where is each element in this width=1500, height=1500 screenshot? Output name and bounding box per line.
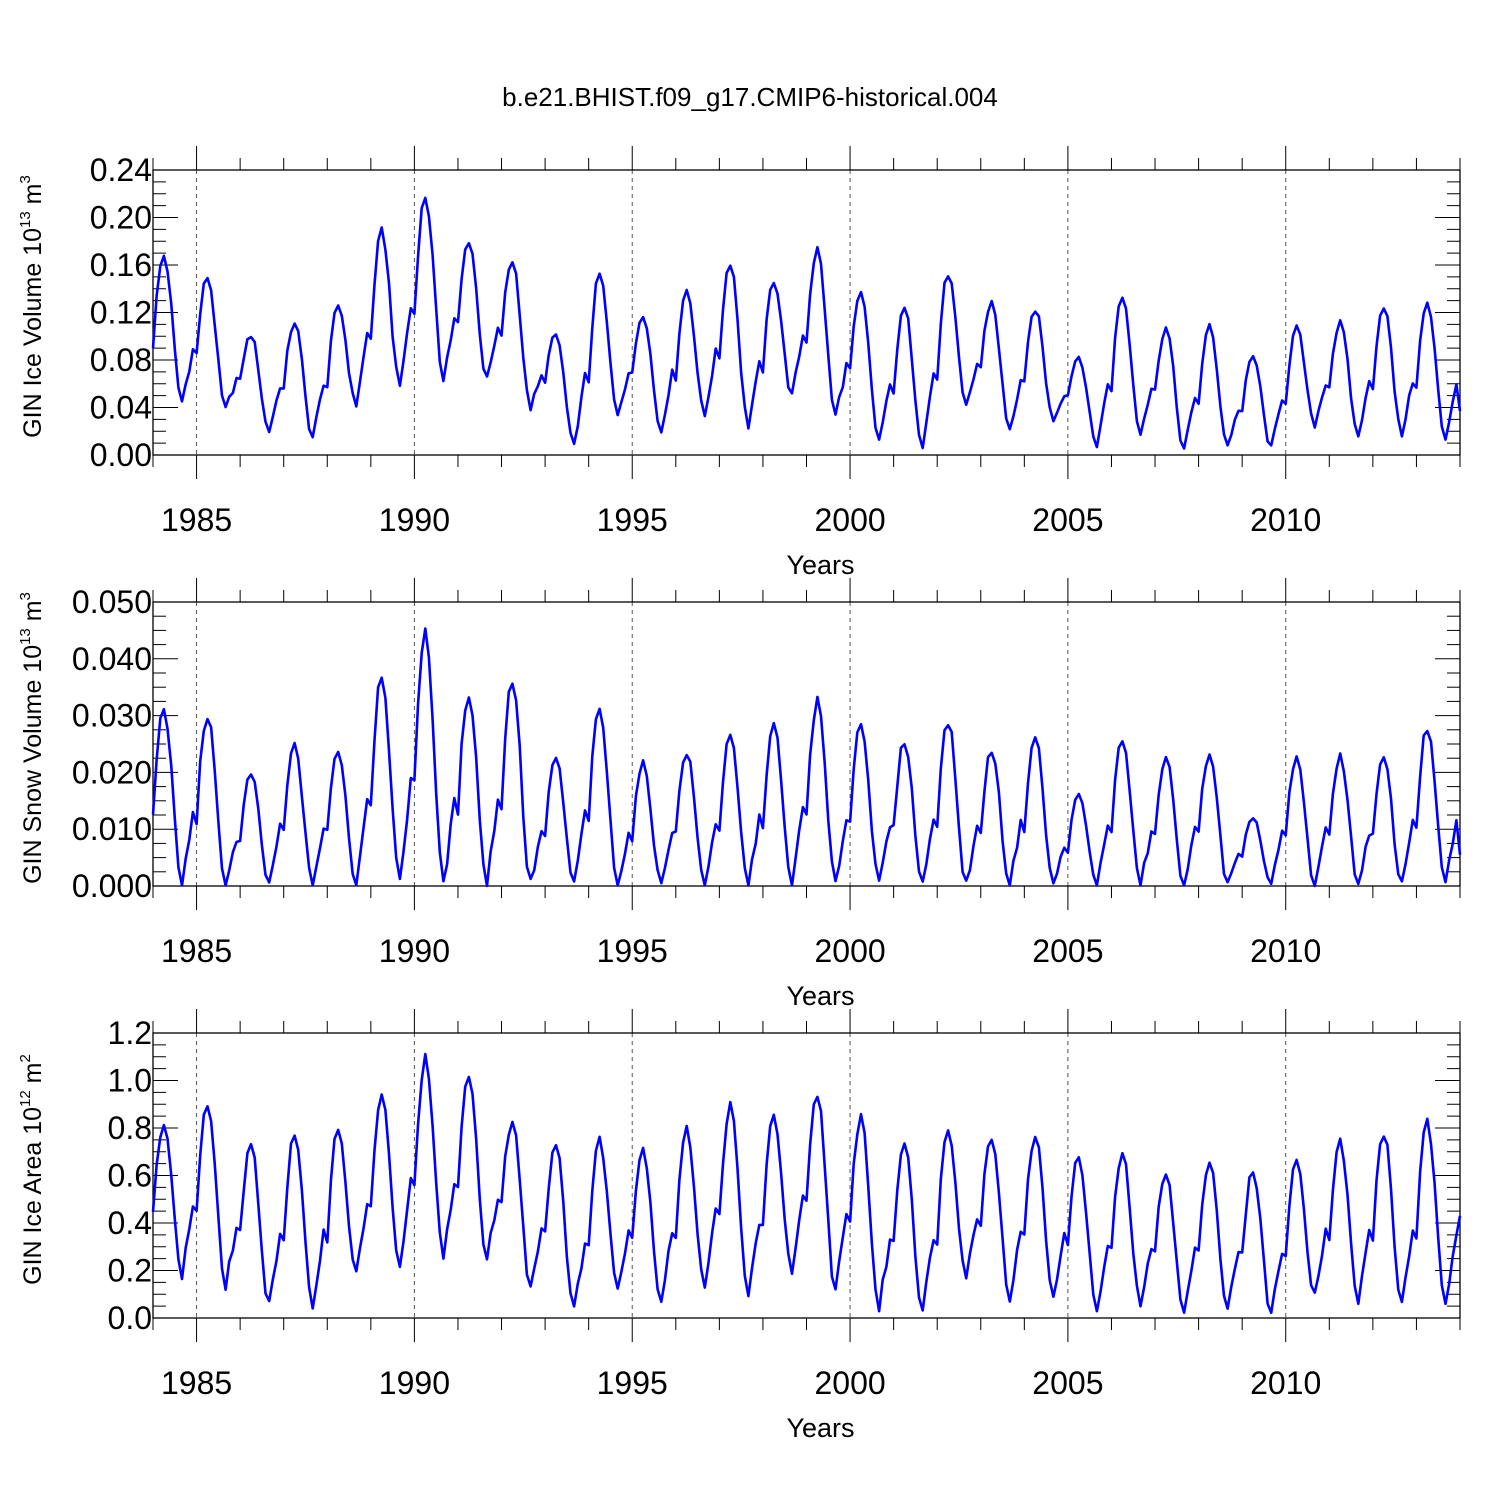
y-tick-label: 1.0 bbox=[108, 1063, 152, 1099]
data-series-line bbox=[151, 1052, 1462, 1315]
x-tick-label: 2005 bbox=[1032, 502, 1103, 538]
y-tick-label: 0.00 bbox=[90, 437, 152, 473]
y-tick-label: 0.8 bbox=[108, 1110, 152, 1146]
x-tick-label: 2010 bbox=[1250, 933, 1321, 969]
y-tick-label: 1.2 bbox=[108, 1015, 152, 1051]
y-tick-label: 0.010 bbox=[72, 811, 152, 847]
x-tick-label: 1995 bbox=[597, 1365, 668, 1401]
x-tick-label: 1985 bbox=[161, 933, 232, 969]
x-tick-label: 2005 bbox=[1032, 1365, 1103, 1401]
x-tick-label: 2000 bbox=[814, 502, 885, 538]
ice-volume-panel: 1985 1990 1995 2000 2005 2010 Years 0.00 0.04 0.0… bbox=[17, 146, 1462, 580]
x-tick-label: 1990 bbox=[379, 502, 450, 538]
data-series-line bbox=[151, 627, 1462, 888]
y-axis-label: GIN Snow Volume 1013 m3 bbox=[17, 592, 47, 884]
y-tick-label: 0.2 bbox=[108, 1253, 152, 1289]
x-axis-label: Years bbox=[786, 981, 854, 1011]
y-tick-label: 0.12 bbox=[90, 295, 152, 331]
x-tick-label: 2005 bbox=[1032, 933, 1103, 969]
x-axis-label: Years bbox=[786, 1413, 854, 1443]
x-tick-label: 1990 bbox=[379, 933, 450, 969]
x-tick-label: 1985 bbox=[161, 502, 232, 538]
x-axis-label: Years bbox=[786, 550, 854, 580]
data-series-line bbox=[151, 196, 1462, 450]
x-tick-label: 2000 bbox=[814, 933, 885, 969]
y-tick-label: 0.24 bbox=[90, 152, 152, 188]
y-tick-label: 0.040 bbox=[72, 641, 152, 677]
x-tick-label: 1985 bbox=[161, 1365, 232, 1401]
y-tick-label: 0.030 bbox=[72, 698, 152, 734]
snow-volume-panel: 1985 1990 1995 2000 2005 2010 Years 0.000 0.010 0… bbox=[17, 578, 1462, 1011]
y-tick-label: 0.4 bbox=[108, 1205, 152, 1241]
y-tick-label: 0.04 bbox=[90, 390, 152, 426]
x-tick-label: 1995 bbox=[597, 502, 668, 538]
x-tick-label: 2000 bbox=[814, 1365, 885, 1401]
y-tick-label: 0.08 bbox=[90, 342, 152, 378]
y-tick-label: 0.050 bbox=[72, 584, 152, 620]
y-axis-label: GIN Ice Volume 1013 m3 bbox=[17, 175, 47, 438]
y-tick-label: 0.000 bbox=[72, 868, 152, 904]
x-tick-label: 2010 bbox=[1250, 1365, 1321, 1401]
ice-area-panel: 1985 1990 1995 2000 2005 2010 Years 0.0 0.2 0.4 0.… bbox=[17, 1009, 1462, 1443]
x-tick-label: 2010 bbox=[1250, 502, 1321, 538]
y-tick-label: 0.0 bbox=[108, 1300, 152, 1336]
y-tick-label: 0.16 bbox=[90, 247, 152, 283]
y-tick-label: 0.020 bbox=[72, 754, 152, 790]
y-tick-label: 0.20 bbox=[90, 200, 152, 236]
y-tick-label: 0.6 bbox=[108, 1158, 152, 1194]
y-axis-label: GIN Ice Area 1012 m2 bbox=[17, 1054, 47, 1285]
figure-title: b.e21.BHIST.f09_g17.CMIP6-historical.004 bbox=[502, 82, 998, 112]
x-tick-label: 1995 bbox=[597, 933, 668, 969]
x-tick-label: 1990 bbox=[379, 1365, 450, 1401]
